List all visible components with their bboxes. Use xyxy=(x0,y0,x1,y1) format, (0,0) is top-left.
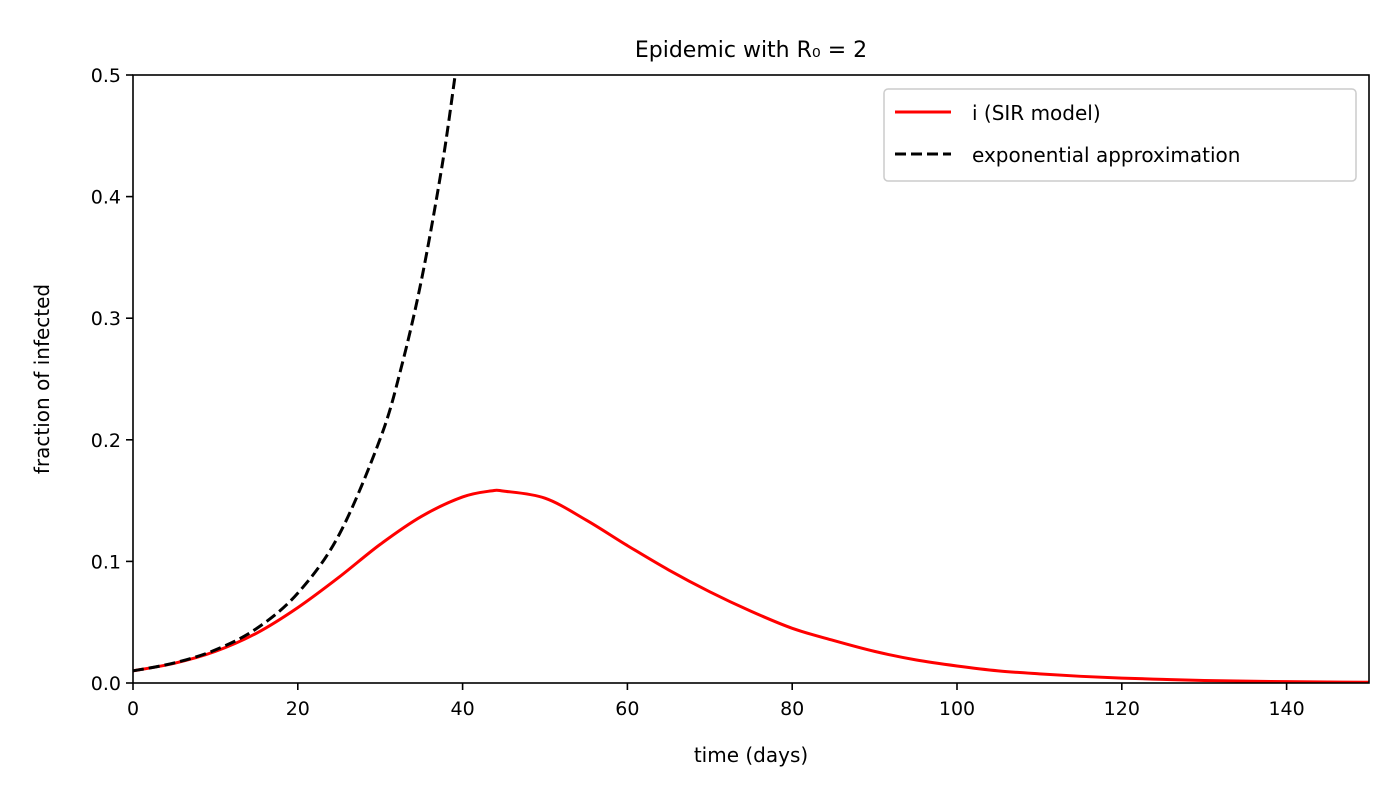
series-line-exponential xyxy=(133,75,457,673)
x-tick-label: 20 xyxy=(286,698,310,720)
x-tick-label: 40 xyxy=(451,698,475,720)
y-axis-label: fraction of infected xyxy=(30,284,54,474)
y-tick-label: 0.3 xyxy=(91,308,121,330)
legend-label-sir: i (SIR model) xyxy=(972,101,1101,125)
x-tick-label: 80 xyxy=(780,698,804,720)
series-line-sir xyxy=(133,488,1369,683)
legend-box xyxy=(883,88,1357,182)
chart-title: Epidemic with R₀ = 2 xyxy=(635,38,867,63)
y-tick-label: 0.0 xyxy=(91,673,121,695)
x-tick-label: 60 xyxy=(615,698,639,720)
x-axis: 0 20 40 60 80 100 120 140 xyxy=(127,683,1305,720)
x-tick-label: 140 xyxy=(1268,698,1304,720)
series-layer xyxy=(133,75,1369,683)
plot-frame xyxy=(132,74,1370,684)
x-tick-label: 100 xyxy=(939,698,975,720)
x-axis-label: time (days) xyxy=(694,743,808,767)
y-tick-label: 0.4 xyxy=(91,187,121,209)
y-tick-label: 0.2 xyxy=(91,430,121,452)
x-tick-label: 120 xyxy=(1104,698,1140,720)
legend-label-exponential: exponential approximation xyxy=(972,143,1240,167)
legend: i (SIR model) exponential approximation xyxy=(883,88,1357,182)
y-tick-label: 0.1 xyxy=(91,551,121,573)
y-tick-label: 0.5 xyxy=(91,65,121,87)
y-axis: 0.0 0.1 0.2 0.3 0.4 0.5 xyxy=(91,65,133,695)
x-tick-label: 0 xyxy=(127,698,139,720)
